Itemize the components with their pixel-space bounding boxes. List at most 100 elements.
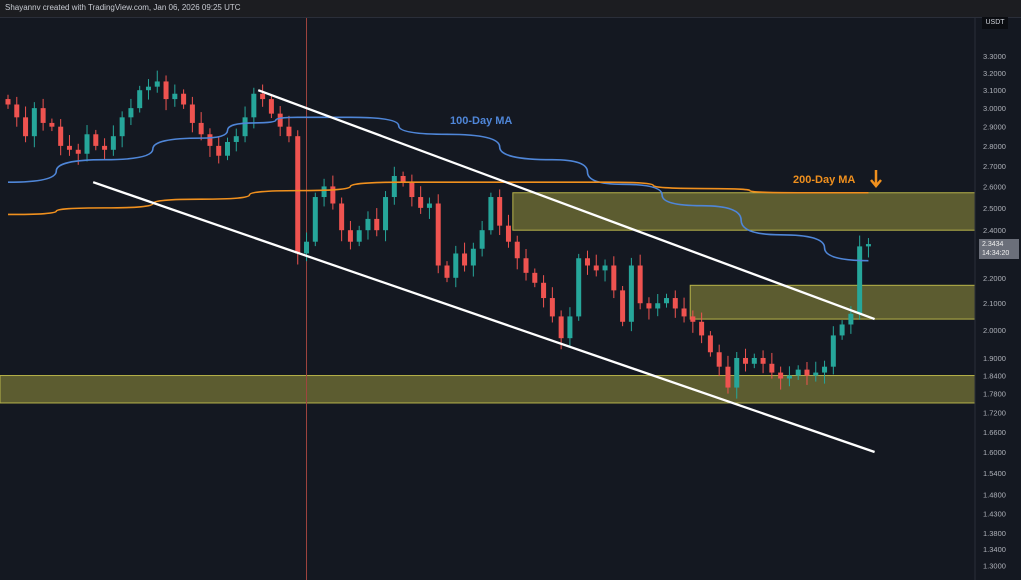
candle: [699, 312, 705, 344]
candle-body: [751, 357, 757, 364]
candle-body: [576, 258, 582, 317]
price-tick-label: 2.6000: [983, 182, 1006, 191]
candle: [225, 137, 230, 161]
candle-body: [655, 303, 661, 309]
candle-body: [400, 175, 406, 183]
candle: [786, 366, 792, 387]
candle: [181, 89, 187, 109]
candle: [690, 310, 696, 333]
price-chart[interactable]: 3.3000 3.2000 3.1000 3.0000 2.9000 2.8000 2.70…: [0, 18, 1021, 580]
candle-body: [549, 298, 555, 317]
candle: [751, 353, 757, 369]
candle: [804, 362, 810, 385]
candle-body: [813, 372, 819, 376]
candle-body: [418, 197, 424, 208]
price-tick-label: 2.8000: [983, 142, 1006, 151]
candle: [830, 326, 836, 375]
price-tick-label: 2.1000: [983, 299, 1006, 308]
price-tick-label: 1.7800: [983, 390, 1006, 399]
candle: [602, 259, 608, 282]
candle-body: [374, 218, 380, 231]
candle-body: [541, 282, 547, 299]
candle: [576, 253, 582, 321]
candle-body: [426, 203, 432, 208]
candle: [356, 225, 362, 247]
candle-body: [383, 197, 389, 231]
candle: [628, 257, 634, 332]
candle: [374, 208, 380, 237]
candle-body: [154, 81, 160, 87]
candle-body: [593, 265, 599, 271]
candle: [444, 261, 450, 283]
candle-body: [145, 86, 151, 91]
candle: [383, 191, 389, 242]
candle-body: [75, 149, 81, 154]
channel-trendline: [92, 181, 875, 454]
candle-body: [584, 258, 590, 266]
candle: [216, 136, 222, 164]
candle: [233, 128, 239, 152]
candle-body: [189, 104, 195, 123]
candle-body: [716, 352, 722, 367]
candle: [593, 254, 599, 277]
candle-body: [514, 241, 520, 259]
candle: [49, 118, 55, 132]
candle: [312, 192, 318, 247]
price-tick-label: 1.3000: [983, 562, 1006, 571]
candle-body: [822, 366, 828, 373]
price-axis[interactable]: 3.3000 3.2000 3.1000 3.0000 2.9000 2.8000 2.70…: [983, 52, 1006, 571]
candle: [567, 307, 573, 346]
candle: [778, 366, 784, 390]
candle: [102, 138, 108, 160]
candle-body: [102, 145, 108, 150]
candle-body: [172, 93, 178, 100]
candle: [137, 85, 143, 113]
candle: [286, 115, 292, 143]
candle-body: [181, 93, 187, 105]
candle-body: [532, 272, 538, 283]
support-resistance-zone: [0, 375, 976, 404]
candle: [31, 102, 37, 148]
candle: [119, 111, 125, 148]
candle: [743, 348, 749, 372]
chart-credit: Shayannv created with TradingView.com, J…: [5, 3, 241, 12]
price-tick-label: 2.9000: [983, 123, 1006, 132]
candle-body: [453, 253, 459, 278]
candle: [672, 290, 678, 318]
candle: [865, 238, 871, 258]
candle-body: [505, 225, 511, 242]
candle-body: [312, 197, 318, 242]
candle: [163, 75, 169, 111]
support-resistance-zone: [512, 192, 976, 231]
candle: [716, 344, 722, 377]
candle: [620, 286, 626, 327]
candle: [365, 211, 371, 240]
candle-body: [760, 357, 766, 364]
price-tick-label: 1.6000: [983, 448, 1006, 457]
candle: [84, 125, 90, 162]
candle-body: [84, 134, 90, 154]
candle: [822, 360, 828, 384]
candle-body: [242, 117, 248, 137]
candle-body: [304, 241, 310, 254]
candle-body: [857, 246, 863, 314]
candle: [435, 194, 441, 274]
candle-body: [347, 230, 353, 242]
candle: [523, 249, 529, 281]
candle: [479, 220, 485, 257]
candle: [426, 197, 432, 219]
currency-badge[interactable]: USDT: [982, 17, 1008, 29]
candle: [795, 365, 801, 380]
candle-body: [321, 186, 327, 198]
candle-body: [66, 145, 72, 150]
candle: [330, 175, 336, 210]
candle: [541, 275, 547, 308]
top-bar: Shayannv created with TradingView.com, J…: [0, 0, 1021, 18]
candle: [110, 125, 116, 156]
candle: [242, 106, 248, 143]
candle: [655, 294, 661, 317]
candle: [462, 242, 468, 272]
candle: [172, 84, 178, 107]
candle-body: [611, 265, 617, 291]
candle-body: [804, 369, 810, 376]
